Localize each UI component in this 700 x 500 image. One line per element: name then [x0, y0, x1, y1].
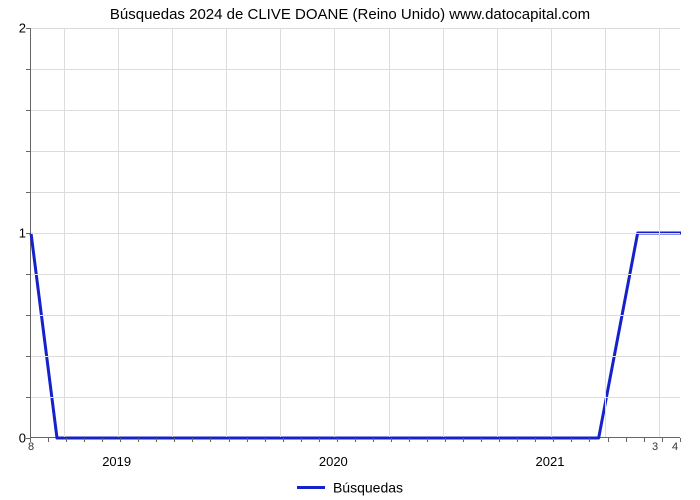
x-axis-minor-tick	[66, 438, 67, 442]
y-axis-minor-tick	[26, 69, 30, 70]
y-axis-minor-tick	[26, 151, 30, 152]
legend-swatch	[297, 486, 325, 489]
grid-line-horizontal	[31, 28, 680, 29]
y-axis-tick-label: 1	[6, 226, 26, 241]
x-axis-minor-tick	[192, 438, 193, 442]
line-chart: Búsquedas 2024 de CLIVE DOANE (Reino Uni…	[0, 0, 700, 500]
footnote-number-right-a: 3	[652, 441, 658, 453]
x-axis-minor-tick	[481, 438, 482, 442]
x-axis-minor-tick	[535, 438, 536, 442]
x-axis-minor-tick	[517, 438, 518, 442]
footnote-number-right-b: 4	[672, 441, 678, 453]
x-axis-minor-tick	[102, 438, 103, 442]
x-axis-minor-tick	[626, 438, 627, 442]
x-axis-minor-tick	[174, 438, 175, 442]
grid-line-horizontal	[31, 315, 680, 316]
x-axis-minor-tick	[301, 438, 302, 442]
x-axis-minor-tick	[265, 438, 266, 442]
x-axis-minor-tick	[553, 438, 554, 442]
x-axis-minor-tick	[463, 438, 464, 442]
x-axis-minor-tick	[337, 438, 338, 442]
chart-title: Búsquedas 2024 de CLIVE DOANE (Reino Uni…	[0, 6, 700, 23]
x-axis-minor-tick	[571, 438, 572, 442]
x-axis-tick-label: 2021	[536, 454, 565, 469]
x-axis-minor-tick	[319, 438, 320, 442]
grid-line-horizontal	[31, 233, 680, 234]
x-axis-minor-tick	[680, 438, 681, 442]
x-axis-minor-tick	[608, 438, 609, 442]
legend-label: Búsquedas	[333, 479, 403, 495]
x-axis-tick-label: 2020	[319, 454, 348, 469]
y-axis-minor-tick	[26, 28, 30, 29]
y-axis-minor-tick	[26, 233, 30, 234]
y-axis-minor-tick	[26, 192, 30, 193]
x-axis-minor-tick	[247, 438, 248, 442]
grid-line-horizontal	[31, 110, 680, 111]
x-axis-minor-tick	[120, 438, 121, 442]
grid-line-horizontal	[31, 69, 680, 70]
y-axis-minor-tick	[26, 274, 30, 275]
x-axis-minor-tick	[427, 438, 428, 442]
grid-line-horizontal	[31, 356, 680, 357]
footnote-number-left: 8	[28, 441, 34, 453]
x-axis-minor-tick	[391, 438, 392, 442]
y-axis-minor-tick	[26, 315, 30, 316]
y-axis-minor-tick	[26, 110, 30, 111]
grid-line-horizontal	[31, 274, 680, 275]
x-axis-minor-tick	[229, 438, 230, 442]
plot-area	[30, 28, 680, 438]
x-axis-minor-tick	[644, 438, 645, 442]
y-axis-tick-label: 2	[6, 21, 26, 36]
x-axis-minor-tick	[156, 438, 157, 442]
x-axis-minor-tick	[210, 438, 211, 442]
x-axis-minor-tick	[373, 438, 374, 442]
x-axis-minor-tick	[499, 438, 500, 442]
grid-line-horizontal	[31, 151, 680, 152]
x-axis-minor-tick	[409, 438, 410, 442]
x-axis-minor-tick	[138, 438, 139, 442]
x-axis-minor-tick	[445, 438, 446, 442]
x-axis-minor-tick	[84, 438, 85, 442]
y-axis-minor-tick	[26, 356, 30, 357]
x-axis-minor-tick	[589, 438, 590, 442]
legend: Búsquedas	[0, 478, 700, 495]
x-axis-minor-tick	[662, 438, 663, 442]
x-axis-minor-tick	[48, 438, 49, 442]
grid-line-horizontal	[31, 192, 680, 193]
x-axis-tick-label: 2019	[102, 454, 131, 469]
x-axis-minor-tick	[355, 438, 356, 442]
y-axis-tick-label: 0	[6, 431, 26, 446]
grid-line-horizontal	[31, 397, 680, 398]
x-axis-minor-tick	[283, 438, 284, 442]
y-axis-minor-tick	[26, 397, 30, 398]
